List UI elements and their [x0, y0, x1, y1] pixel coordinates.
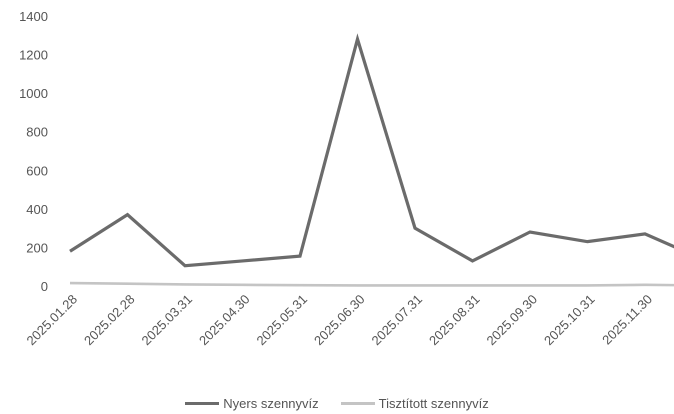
x-tick-label: 2025.02.28	[81, 292, 138, 349]
x-tick-label: 2025.06.30	[311, 292, 368, 349]
y-tick-label: 800	[26, 125, 48, 140]
series-lines	[69, 33, 674, 287]
x-tick-label: 2025.08.31	[426, 292, 483, 349]
legend-label-tisztitott: Tisztított szennyvíz	[378, 395, 489, 411]
y-axis-ticks: 0 200 400 600 800 1000 1200 1400	[19, 9, 48, 294]
legend-item-tisztitott: Tisztított szennyvíz	[340, 395, 489, 411]
y-tick-label: 200	[26, 240, 48, 255]
x-tick-label: 2025.11.30	[599, 292, 655, 348]
x-tick-label: 2025.03.31	[138, 292, 195, 349]
legend-item-nyers: Nyers szennyvíz	[185, 395, 319, 411]
series-line-0	[69, 33, 674, 268]
x-tick-label: 2025.09.30	[483, 292, 540, 349]
series-line-1	[69, 281, 674, 287]
x-tick-label: 2025.04.30	[196, 292, 253, 349]
y-tick-label: 600	[26, 163, 48, 178]
y-tick-label: 0	[41, 279, 48, 294]
x-tick-label: 2025.10.31	[541, 292, 598, 349]
legend-label-nyers: Nyers szennyvíz	[223, 395, 319, 411]
legend: Nyers szennyvíz Tisztított szennyvíz	[0, 394, 674, 412]
y-tick-label: 1200	[19, 48, 48, 63]
y-tick-label: 1400	[19, 9, 48, 24]
x-tick-label: 2025.01.28	[23, 292, 80, 349]
x-tick-label: 2025.05.31	[253, 292, 310, 349]
legend-swatch-tisztitott	[340, 401, 375, 405]
legend-swatch-nyers	[185, 401, 220, 405]
y-tick-label: 400	[26, 202, 48, 217]
x-tick-label: 2025.07.31	[368, 292, 425, 349]
y-tick-label: 1000	[19, 86, 48, 101]
x-axis-ticks: 2025.01.28 2025.02.28 2025.03.31 2025.04.30…	[23, 292, 655, 349]
